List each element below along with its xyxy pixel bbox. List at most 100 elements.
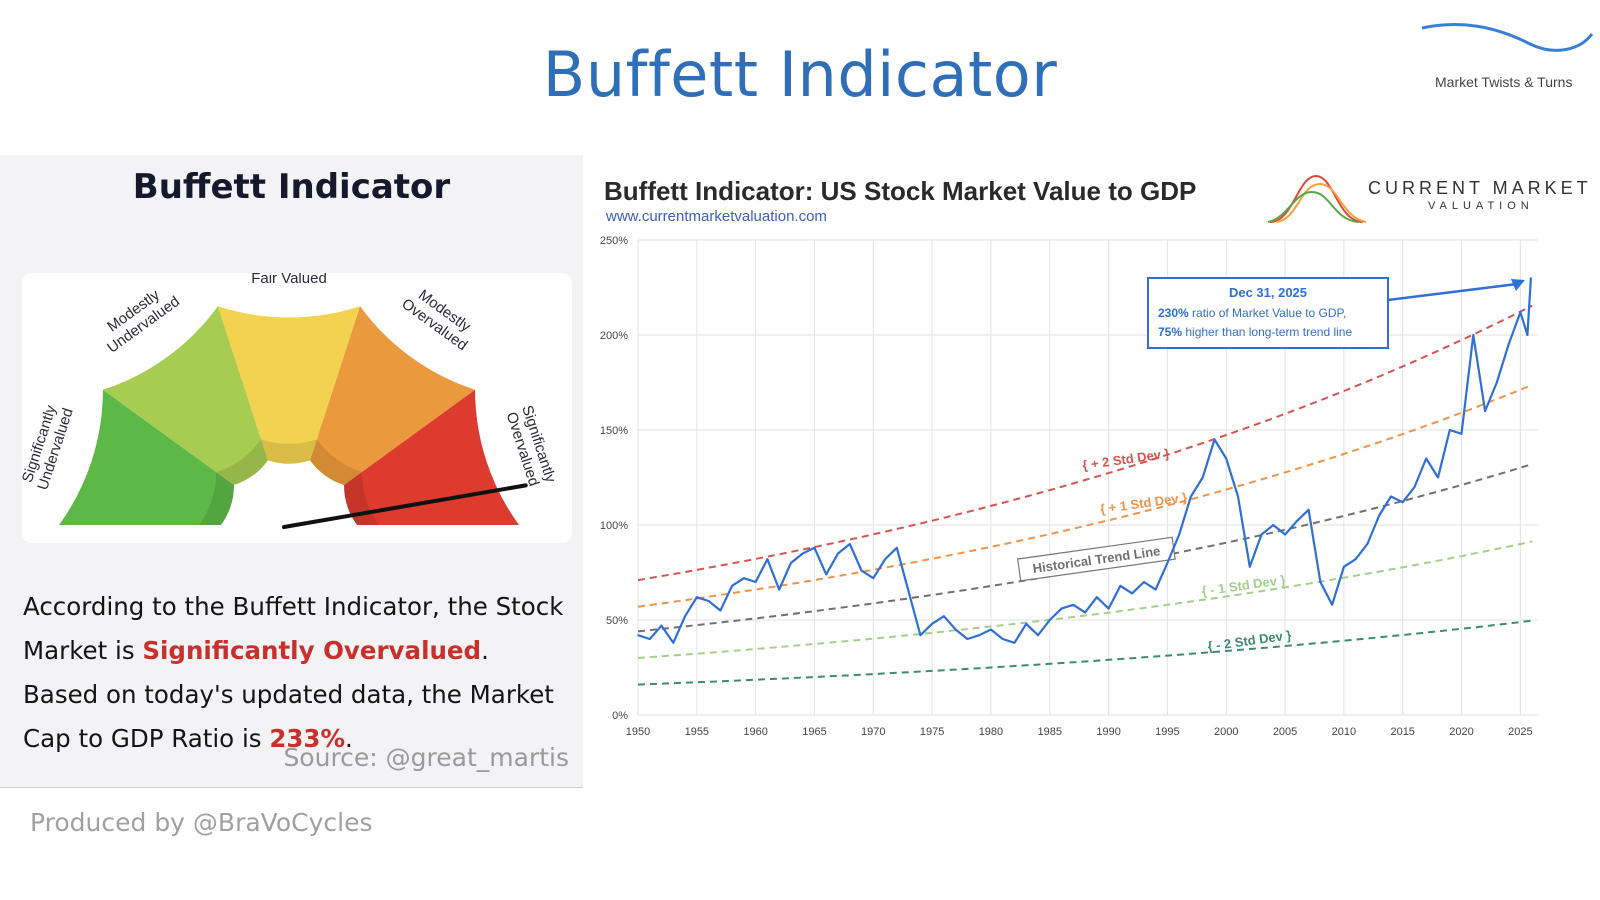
data-point xyxy=(1484,410,1486,412)
chart-panel: 0% 50% 100% 150% 200% 250% 1950 1955 1960 1965 197… xyxy=(588,160,1588,760)
x-tick-label: 2010 xyxy=(1332,726,1356,738)
y-tick-label: 250% xyxy=(600,235,628,247)
gauge-needle xyxy=(282,483,528,529)
data-point xyxy=(1530,277,1532,279)
band-label-text: { + 2 Std Dev } xyxy=(1081,446,1170,473)
data-point xyxy=(872,577,875,579)
description-text: According to the Buffett Indicator, the … xyxy=(23,592,564,665)
data-point xyxy=(1307,509,1310,511)
annotation-date: Dec 31, 2025 xyxy=(1229,285,1307,300)
data-point xyxy=(1284,533,1286,536)
brand-logo: Market Twists & Turns xyxy=(1420,12,1595,92)
data-point xyxy=(990,628,992,631)
gauge-segment-sig-over xyxy=(344,389,519,525)
data-point xyxy=(919,634,922,636)
data-point xyxy=(825,573,827,576)
description-text: . Based on today's updated data, the Mar… xyxy=(23,636,554,753)
data-point xyxy=(1496,381,1498,384)
gauge-label-fair: Fair Valued xyxy=(251,273,327,287)
data-point xyxy=(849,543,851,545)
data-point xyxy=(1107,607,1110,610)
data-point xyxy=(1472,334,1475,336)
gauge-inner-ring xyxy=(216,439,268,486)
data-point xyxy=(954,628,957,631)
data-point xyxy=(1526,334,1529,336)
gauge-segment-fair xyxy=(217,306,361,464)
y-tick-label: 200% xyxy=(600,330,628,342)
y-tick-label: 50% xyxy=(606,615,628,627)
annotation-arrow xyxy=(1387,282,1518,302)
data-point xyxy=(1460,433,1463,435)
chart-url-link[interactable]: www.currentmarketvaluation.com xyxy=(606,208,827,225)
data-point xyxy=(1390,495,1392,498)
band-label-plus2: { + 2 Std Dev } xyxy=(1081,446,1170,473)
data-point xyxy=(672,642,675,644)
data-point xyxy=(1366,543,1369,545)
data-point xyxy=(1354,558,1357,560)
gauge-label-sig-over: SignificantlyOvervalued xyxy=(502,403,559,490)
band-line xyxy=(637,619,1533,686)
gauge-description: According to the Buffett Indicator, the … xyxy=(23,585,568,761)
data-point xyxy=(1272,524,1275,526)
source-credit: Source: @great_martis xyxy=(283,743,569,772)
gauge-label-mod-under: ModestlyUndervalued xyxy=(94,279,183,357)
brand-swoosh-icon xyxy=(1421,23,1594,52)
data-point xyxy=(1025,623,1027,625)
y-tick-label: 100% xyxy=(600,520,628,532)
buffett-indicator-chart: 0% 50% 100% 150% 200% 250% 1950 1955 1960 1965 197… xyxy=(600,235,1538,738)
gauge-segment-mod-over xyxy=(310,306,476,486)
valuation-gauge: SignificantlyUndervalued ModestlyUnderval… xyxy=(22,273,559,529)
data-point xyxy=(1131,592,1133,595)
data-point xyxy=(1425,457,1427,460)
x-tick-label: 1970 xyxy=(861,726,885,738)
series-line xyxy=(637,277,1532,644)
data-point xyxy=(1201,476,1204,479)
description-highlight-status: Significantly Overvalued xyxy=(142,636,482,665)
data-point xyxy=(1143,581,1145,583)
band-label-plus1: { + 1 Std Dev } xyxy=(1099,490,1188,517)
data-point xyxy=(743,577,745,579)
band-label-text: { + 1 Std Dev } xyxy=(1099,490,1188,517)
x-tick-label: 2005 xyxy=(1273,726,1297,738)
data-point xyxy=(766,558,769,560)
data-point xyxy=(907,590,910,593)
current-market-valuation-logo: CURRENT MARKET VALUATION xyxy=(1267,172,1588,226)
data-point xyxy=(943,615,945,617)
x-tick-label: 2025 xyxy=(1508,726,1532,738)
x-tick-label: 1960 xyxy=(743,726,767,738)
data-point xyxy=(790,562,792,564)
data-point xyxy=(754,581,757,583)
data-point xyxy=(1001,638,1004,640)
brand-name: Market Twists & Turns xyxy=(1435,74,1573,90)
gauge-title: Buffett Indicator xyxy=(132,167,451,207)
data-point xyxy=(1319,581,1322,583)
data-point xyxy=(837,552,839,555)
annotation-line2: 75% higher than long-term trend line xyxy=(1158,325,1352,339)
data-point xyxy=(931,623,933,625)
bell-curves-icon xyxy=(1267,174,1367,223)
band-line xyxy=(637,304,1533,582)
description-text: . xyxy=(345,724,353,753)
x-tick-label: 2015 xyxy=(1390,726,1414,738)
data-point xyxy=(731,585,733,587)
data-point xyxy=(1237,495,1239,498)
band-line xyxy=(637,383,1533,608)
data-point xyxy=(1507,343,1510,346)
logo-text-line2: VALUATION xyxy=(1428,200,1534,212)
data-point xyxy=(1119,585,1122,587)
data-point xyxy=(860,569,863,572)
data-point xyxy=(1166,562,1169,564)
data-point xyxy=(707,600,710,602)
data-point xyxy=(1331,604,1333,606)
data-point xyxy=(1037,634,1039,636)
data-point xyxy=(1437,476,1439,479)
data-point xyxy=(1225,457,1227,460)
data-point xyxy=(1178,533,1180,536)
data-point xyxy=(966,638,969,640)
x-tick-label: 1955 xyxy=(685,726,709,738)
gauge-label-sig-under: SignificantlyUndervalued xyxy=(22,401,77,492)
x-tick-label: 1950 xyxy=(626,726,650,738)
data-point xyxy=(1343,566,1345,568)
data-point xyxy=(813,547,816,549)
annotation-box xyxy=(1147,277,1389,349)
